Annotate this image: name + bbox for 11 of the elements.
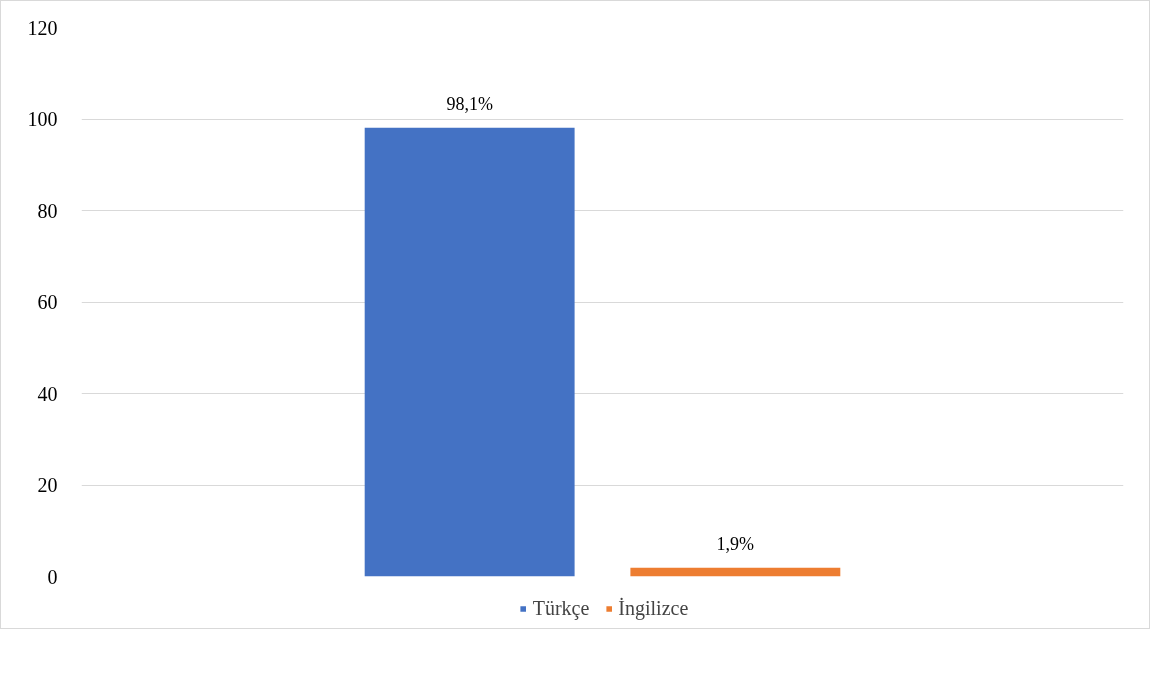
legend-label: Türkçe — [532, 596, 590, 620]
data-label: 98,1% — [446, 93, 493, 114]
y-tick-label: 120 — [27, 16, 58, 39]
y-tick-label: 20 — [37, 474, 58, 496]
y-tick-label: 60 — [37, 291, 58, 313]
y-tick-label: 40 — [37, 382, 58, 405]
legend-label: İngilizce — [618, 596, 689, 620]
y-tick-label: 80 — [37, 199, 58, 222]
y-tick-label: 100 — [27, 108, 58, 130]
y-tick-label: 0 — [47, 565, 58, 588]
data-label: 1,9% — [716, 533, 755, 554]
